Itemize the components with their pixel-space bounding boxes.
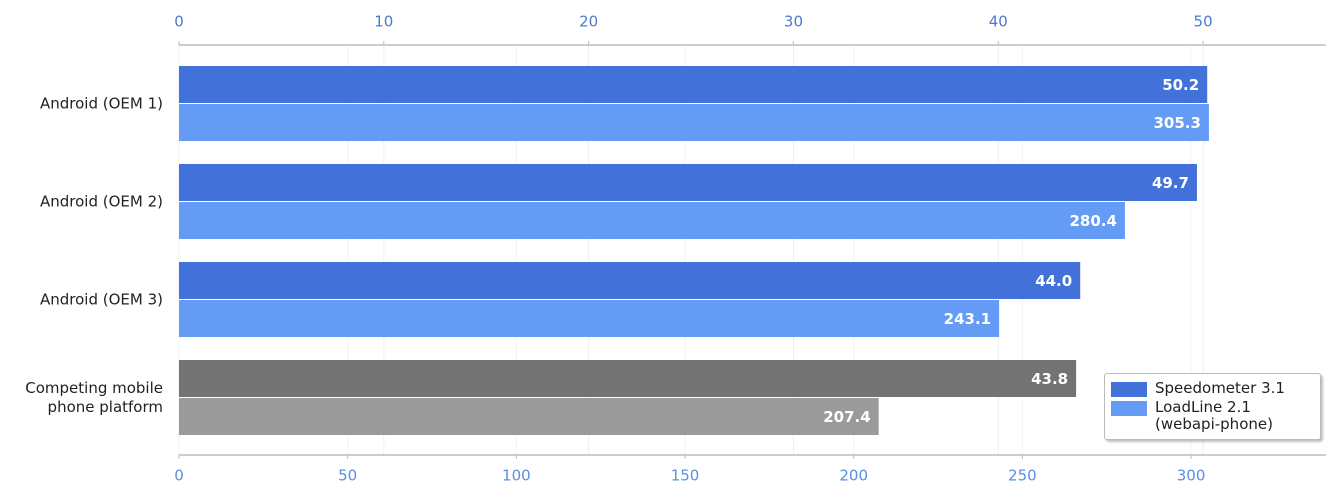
value-label: 280.4 [1069,212,1116,230]
x-tick-label: 50 [338,467,357,485]
x-tick-label: 100 [502,467,531,485]
y-tick-label: Android (OEM 1) [39,94,163,113]
x2-tick-label: 20 [579,13,598,31]
legend-label: LoadLine 2.1 (webapi-phone) [1155,398,1273,433]
value-label: 49.7 [1152,174,1189,192]
x-tick-label: 250 [1008,467,1037,485]
value-label: 44.0 [1035,272,1072,290]
x2-tick-label: 50 [1194,13,1213,31]
y-tick-label: Android (OEM 3) [39,290,163,309]
x2-tick-label: 30 [784,13,803,31]
bar [179,262,1081,299]
legend-item: LoadLine 2.1 (webapi-phone) [1111,399,1314,433]
legend-item: Speedometer 3.1 [1111,380,1314,397]
x2-tick-label: 40 [989,13,1008,31]
bar [179,164,1197,201]
bar [179,398,879,435]
x-tick-label: 150 [671,467,700,485]
value-label: 50.2 [1162,76,1199,94]
bar [179,360,1077,397]
bar [179,202,1125,239]
x2-tick-label: 10 [374,13,393,31]
x2-tick-label: 0 [174,13,184,31]
value-label: 243.1 [944,310,991,328]
legend: Speedometer 3.1 LoadLine 2.1 (webapi-phon… [1104,373,1321,440]
x-tick-label: 0 [174,467,184,485]
bar [179,300,1000,337]
value-label: 305.3 [1153,114,1200,132]
y-tick-label: Android (OEM 2) [39,192,163,211]
x-tick-label: 200 [839,467,868,485]
legend-swatch [1111,382,1147,397]
bar [179,66,1208,103]
x-tick-label: 300 [1177,467,1206,485]
value-label: 43.8 [1031,370,1068,388]
y-tick-label: Competing mobile phone platform [25,379,163,416]
bar [179,104,1209,141]
legend-label: Speedometer 3.1 [1155,379,1285,397]
legend-swatch [1111,401,1147,416]
value-label: 207.4 [823,408,870,426]
